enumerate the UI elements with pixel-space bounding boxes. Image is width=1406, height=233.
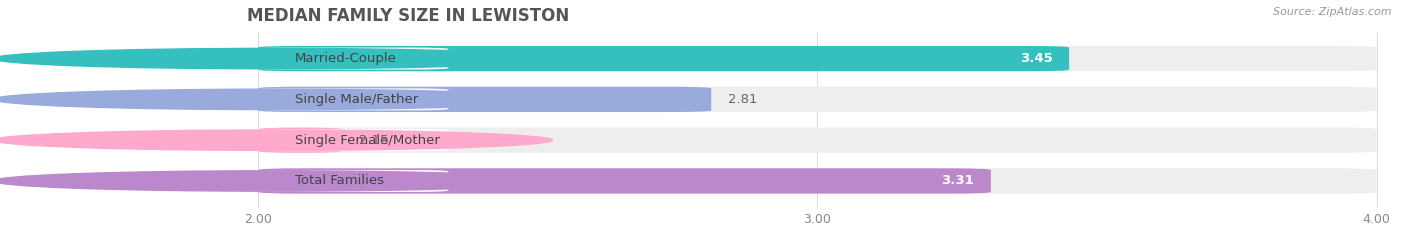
Text: 3.45: 3.45	[1019, 52, 1052, 65]
Circle shape	[0, 48, 553, 69]
Text: 2.15: 2.15	[359, 134, 388, 147]
FancyBboxPatch shape	[259, 87, 711, 112]
FancyBboxPatch shape	[259, 127, 1376, 153]
Circle shape	[0, 89, 553, 110]
FancyBboxPatch shape	[253, 88, 449, 110]
FancyBboxPatch shape	[259, 46, 1376, 71]
Text: 3.31: 3.31	[941, 175, 974, 188]
Text: Single Female/Mother: Single Female/Mother	[295, 134, 440, 147]
FancyBboxPatch shape	[253, 48, 449, 70]
FancyBboxPatch shape	[259, 87, 1376, 112]
Circle shape	[0, 171, 553, 191]
FancyBboxPatch shape	[259, 127, 342, 153]
Text: Married-Couple: Married-Couple	[295, 52, 396, 65]
FancyBboxPatch shape	[259, 46, 1069, 71]
Circle shape	[0, 130, 553, 150]
Text: Single Male/Father: Single Male/Father	[295, 93, 419, 106]
FancyBboxPatch shape	[253, 170, 449, 192]
Text: Total Families: Total Families	[295, 175, 384, 188]
Text: Source: ZipAtlas.com: Source: ZipAtlas.com	[1274, 7, 1392, 17]
Text: MEDIAN FAMILY SIZE IN LEWISTON: MEDIAN FAMILY SIZE IN LEWISTON	[247, 7, 569, 25]
FancyBboxPatch shape	[259, 168, 991, 194]
FancyBboxPatch shape	[253, 129, 449, 151]
FancyBboxPatch shape	[259, 168, 1376, 194]
Text: 2.81: 2.81	[728, 93, 758, 106]
